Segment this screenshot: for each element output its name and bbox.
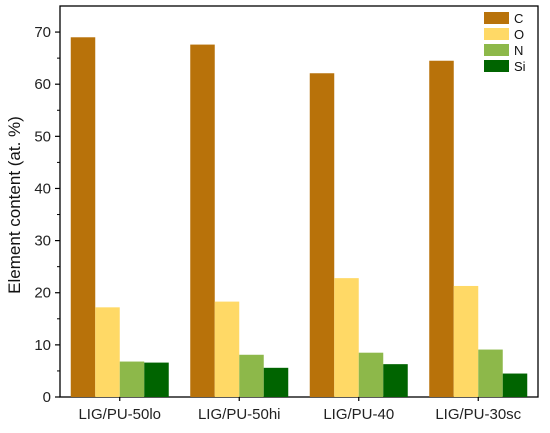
bar-n-2 xyxy=(358,352,384,397)
x-tick-label-2: LIG/PU-40 xyxy=(323,406,394,423)
bar-si-2 xyxy=(383,364,408,397)
bar-n-1 xyxy=(239,354,264,397)
y-tick-label-0: 0 xyxy=(43,389,51,406)
legend-label-c: C xyxy=(514,11,523,26)
bar-o-0 xyxy=(95,307,120,397)
y-tick-label-70: 70 xyxy=(34,24,51,41)
bar-c-0 xyxy=(70,37,96,397)
legend-swatch-si xyxy=(484,60,509,72)
y-tick-label-30: 30 xyxy=(34,233,51,250)
x-tick-label-0: LIG/PU-50lo xyxy=(78,406,161,423)
bar-n-3 xyxy=(478,349,503,397)
bars-group xyxy=(70,37,528,398)
bar-si-1 xyxy=(263,367,289,397)
x-axis: LIG/PU-50lo LIG/PU-50hi LIG/PU-40 LIG/PU-30… xyxy=(78,397,522,423)
legend-swatch-c xyxy=(484,12,509,24)
y-tick-label-40: 40 xyxy=(34,180,51,197)
plot-border xyxy=(59,5,539,398)
bar-o-1 xyxy=(214,301,240,397)
y-axis: 0 10 20 30 40 50 60 70 xyxy=(34,24,60,406)
y-tick-label-20: 20 xyxy=(34,285,51,302)
legend-label-si: Si xyxy=(514,59,526,74)
bar-o-3 xyxy=(453,285,479,397)
bar-c-1 xyxy=(190,44,215,397)
y-tick-label-10: 10 xyxy=(34,337,51,354)
bar-c-2 xyxy=(309,73,335,397)
x-tick-label-1: LIG/PU-50hi xyxy=(198,406,281,423)
bar-si-0 xyxy=(144,362,169,397)
legend-swatch-o xyxy=(484,28,509,40)
y-axis-title: Element content (at. %) xyxy=(5,116,24,294)
y-tick-label-50: 50 xyxy=(34,128,51,145)
plot-frame xyxy=(59,5,539,398)
x-tick-label-3: LIG/PU-30sc xyxy=(435,406,521,423)
legend-label-n: N xyxy=(514,43,523,58)
legend-label-o: O xyxy=(514,27,524,42)
bar-n-0 xyxy=(119,361,145,397)
bar-o-2 xyxy=(334,278,359,397)
legend-swatch-n xyxy=(484,44,509,56)
bar-c-3 xyxy=(429,60,454,398)
y-tick-label-60: 60 xyxy=(34,76,51,93)
bar-si-3 xyxy=(502,373,528,397)
